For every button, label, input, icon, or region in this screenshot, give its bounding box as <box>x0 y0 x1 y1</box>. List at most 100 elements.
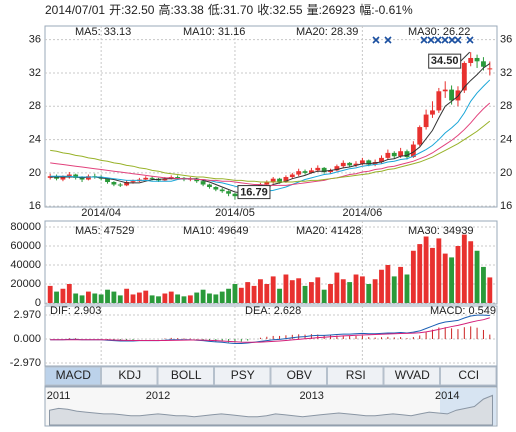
candle-body <box>124 182 130 186</box>
volume-bar <box>328 284 333 303</box>
macd-legend: MACD: 0.549 <box>430 305 496 317</box>
macd-legend: DIF: 2.903 <box>50 305 101 317</box>
candle-body <box>359 160 365 164</box>
volume-bar <box>270 276 276 303</box>
x-tick-label: 2014/04 <box>81 207 121 219</box>
volume-bar <box>47 285 53 303</box>
volume-bar <box>296 278 302 303</box>
volume-bar <box>149 295 155 303</box>
volume-tick-label: 0 <box>35 297 41 309</box>
candle-body <box>270 178 276 183</box>
tab-label[interactable]: WVAD <box>395 368 430 382</box>
volume-bar <box>468 241 474 303</box>
candle-body <box>481 61 486 67</box>
volume-bar <box>194 292 200 303</box>
candle-body <box>117 184 123 186</box>
volume-bar <box>334 272 340 303</box>
volume-bar <box>423 236 429 303</box>
volume-bar <box>136 292 142 303</box>
candle-body <box>264 182 270 185</box>
volume-bar <box>98 294 104 303</box>
tab-label[interactable]: CCI <box>458 368 479 382</box>
price-panel <box>44 25 498 208</box>
volume-bar <box>289 280 295 303</box>
tab[interactable] <box>44 366 101 386</box>
tab-label[interactable]: OBV <box>287 368 312 382</box>
y-tick-label: 28 <box>29 100 41 112</box>
volume-bar <box>175 294 181 303</box>
candle-body <box>487 68 493 70</box>
tab[interactable] <box>327 366 384 386</box>
tab-label[interactable]: BOLL <box>171 368 202 382</box>
navigator-label: 2012 <box>146 390 170 402</box>
y-tick-label: 16 <box>29 200 41 212</box>
y-tick-label-right: 28 <box>500 100 512 112</box>
volume-bar <box>404 274 410 303</box>
candle-body <box>111 182 117 185</box>
header-field: 2014/07/01 <box>45 3 105 17</box>
navigator-label: 2013 <box>299 390 323 402</box>
header: 2014/07/01 开:32.50 高:33.38 低:31.70 收:32.55 量:… <box>45 2 413 17</box>
candle-body <box>315 167 321 171</box>
volume-bar <box>353 274 359 303</box>
volume-bar <box>162 293 168 303</box>
y-tick-label: 32 <box>29 67 41 79</box>
candle-body <box>308 170 314 173</box>
candle-body <box>200 181 206 185</box>
ma-legend: MA5: 33.13 <box>75 26 131 38</box>
ma-legend: MA20: 28.39 <box>296 26 358 38</box>
volume-bar <box>187 295 193 303</box>
candle-body <box>430 110 435 115</box>
tab[interactable] <box>214 366 271 386</box>
tab-label[interactable]: MACD <box>56 368 92 382</box>
tab[interactable] <box>101 366 158 386</box>
x-tick-label: 2014/06 <box>343 207 383 219</box>
event-marker <box>372 36 380 44</box>
x-tick-label: 2014/05 <box>215 207 255 219</box>
candle-body <box>130 181 136 183</box>
volume-legend: MA10: 49649 <box>183 225 248 237</box>
tab-label[interactable]: PSY <box>231 368 255 382</box>
tab-label[interactable]: RSI <box>346 368 366 382</box>
candle-body <box>149 177 155 179</box>
volume-bar <box>359 276 365 303</box>
volume-bar <box>385 265 391 303</box>
candle-body <box>289 174 295 178</box>
volume-bar <box>315 277 321 303</box>
candle-body <box>47 176 53 178</box>
volume-bar <box>321 289 327 303</box>
dea-line <box>50 317 490 343</box>
candle-body <box>379 157 384 163</box>
tab-label[interactable]: KDJ <box>118 368 141 382</box>
y-tick-label-right: 16 <box>500 200 512 212</box>
volume-bar <box>219 291 225 303</box>
volume-bar <box>264 284 270 303</box>
candle-body <box>296 171 302 175</box>
volume-bar <box>60 288 66 303</box>
ma-legend: MA10: 31.16 <box>183 26 245 38</box>
candle-body <box>436 91 442 111</box>
volume-bar <box>391 276 397 303</box>
y-tick-label: 24 <box>29 133 41 145</box>
tab[interactable] <box>270 366 327 386</box>
tab[interactable] <box>440 366 497 386</box>
candle-body <box>143 177 149 180</box>
volume-bar <box>442 253 448 303</box>
macd-tick-label: 0.000 <box>13 333 41 345</box>
volume-bar <box>111 291 117 303</box>
tab[interactable] <box>383 366 440 386</box>
volume-bar <box>251 285 257 303</box>
volume-bar <box>54 291 59 303</box>
y-tick-label-right: 24 <box>500 133 512 145</box>
volume-bar <box>156 296 161 303</box>
volume-tick-label: 40000 <box>10 259 41 271</box>
tab[interactable] <box>157 366 214 386</box>
volume-bar <box>245 282 251 303</box>
event-marker <box>454 36 462 44</box>
volume-bar <box>417 244 423 303</box>
candle-body <box>347 162 353 166</box>
candle-body <box>404 151 410 158</box>
event-marker <box>434 36 442 44</box>
